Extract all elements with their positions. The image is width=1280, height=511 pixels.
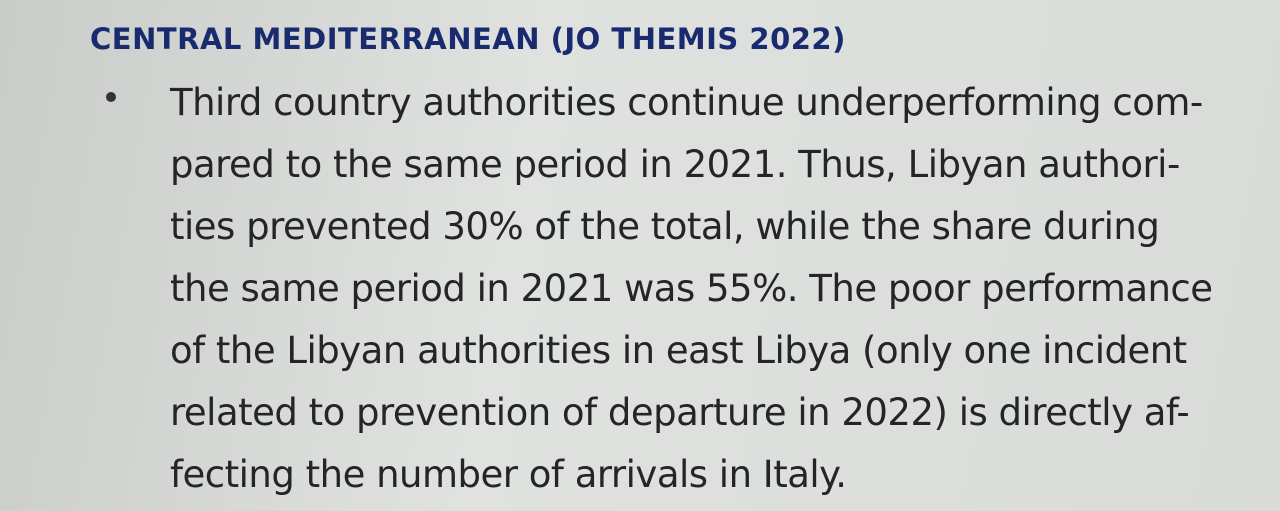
text-line: ties prevented 30% of the total, while t…: [170, 205, 1160, 248]
heading: CENTRAL MEDITERRANEAN (JO THEMIS 2022): [90, 22, 846, 56]
bullet-text: Third country authorities continue under…: [170, 72, 1213, 506]
text-line: related to prevention of departure in 20…: [170, 391, 1190, 434]
text-line: the same period in 2021 was 55%. The poo…: [170, 267, 1213, 310]
text-line: pared to the same period in 2021. Thus, …: [170, 143, 1180, 186]
text-line: fecting the number of arrivals in Italy.: [170, 453, 847, 496]
bullet-dot: [106, 92, 116, 102]
text-line: of the Libyan authorities in east Libya …: [170, 329, 1187, 372]
text-line: Third country authorities continue under…: [170, 81, 1203, 124]
